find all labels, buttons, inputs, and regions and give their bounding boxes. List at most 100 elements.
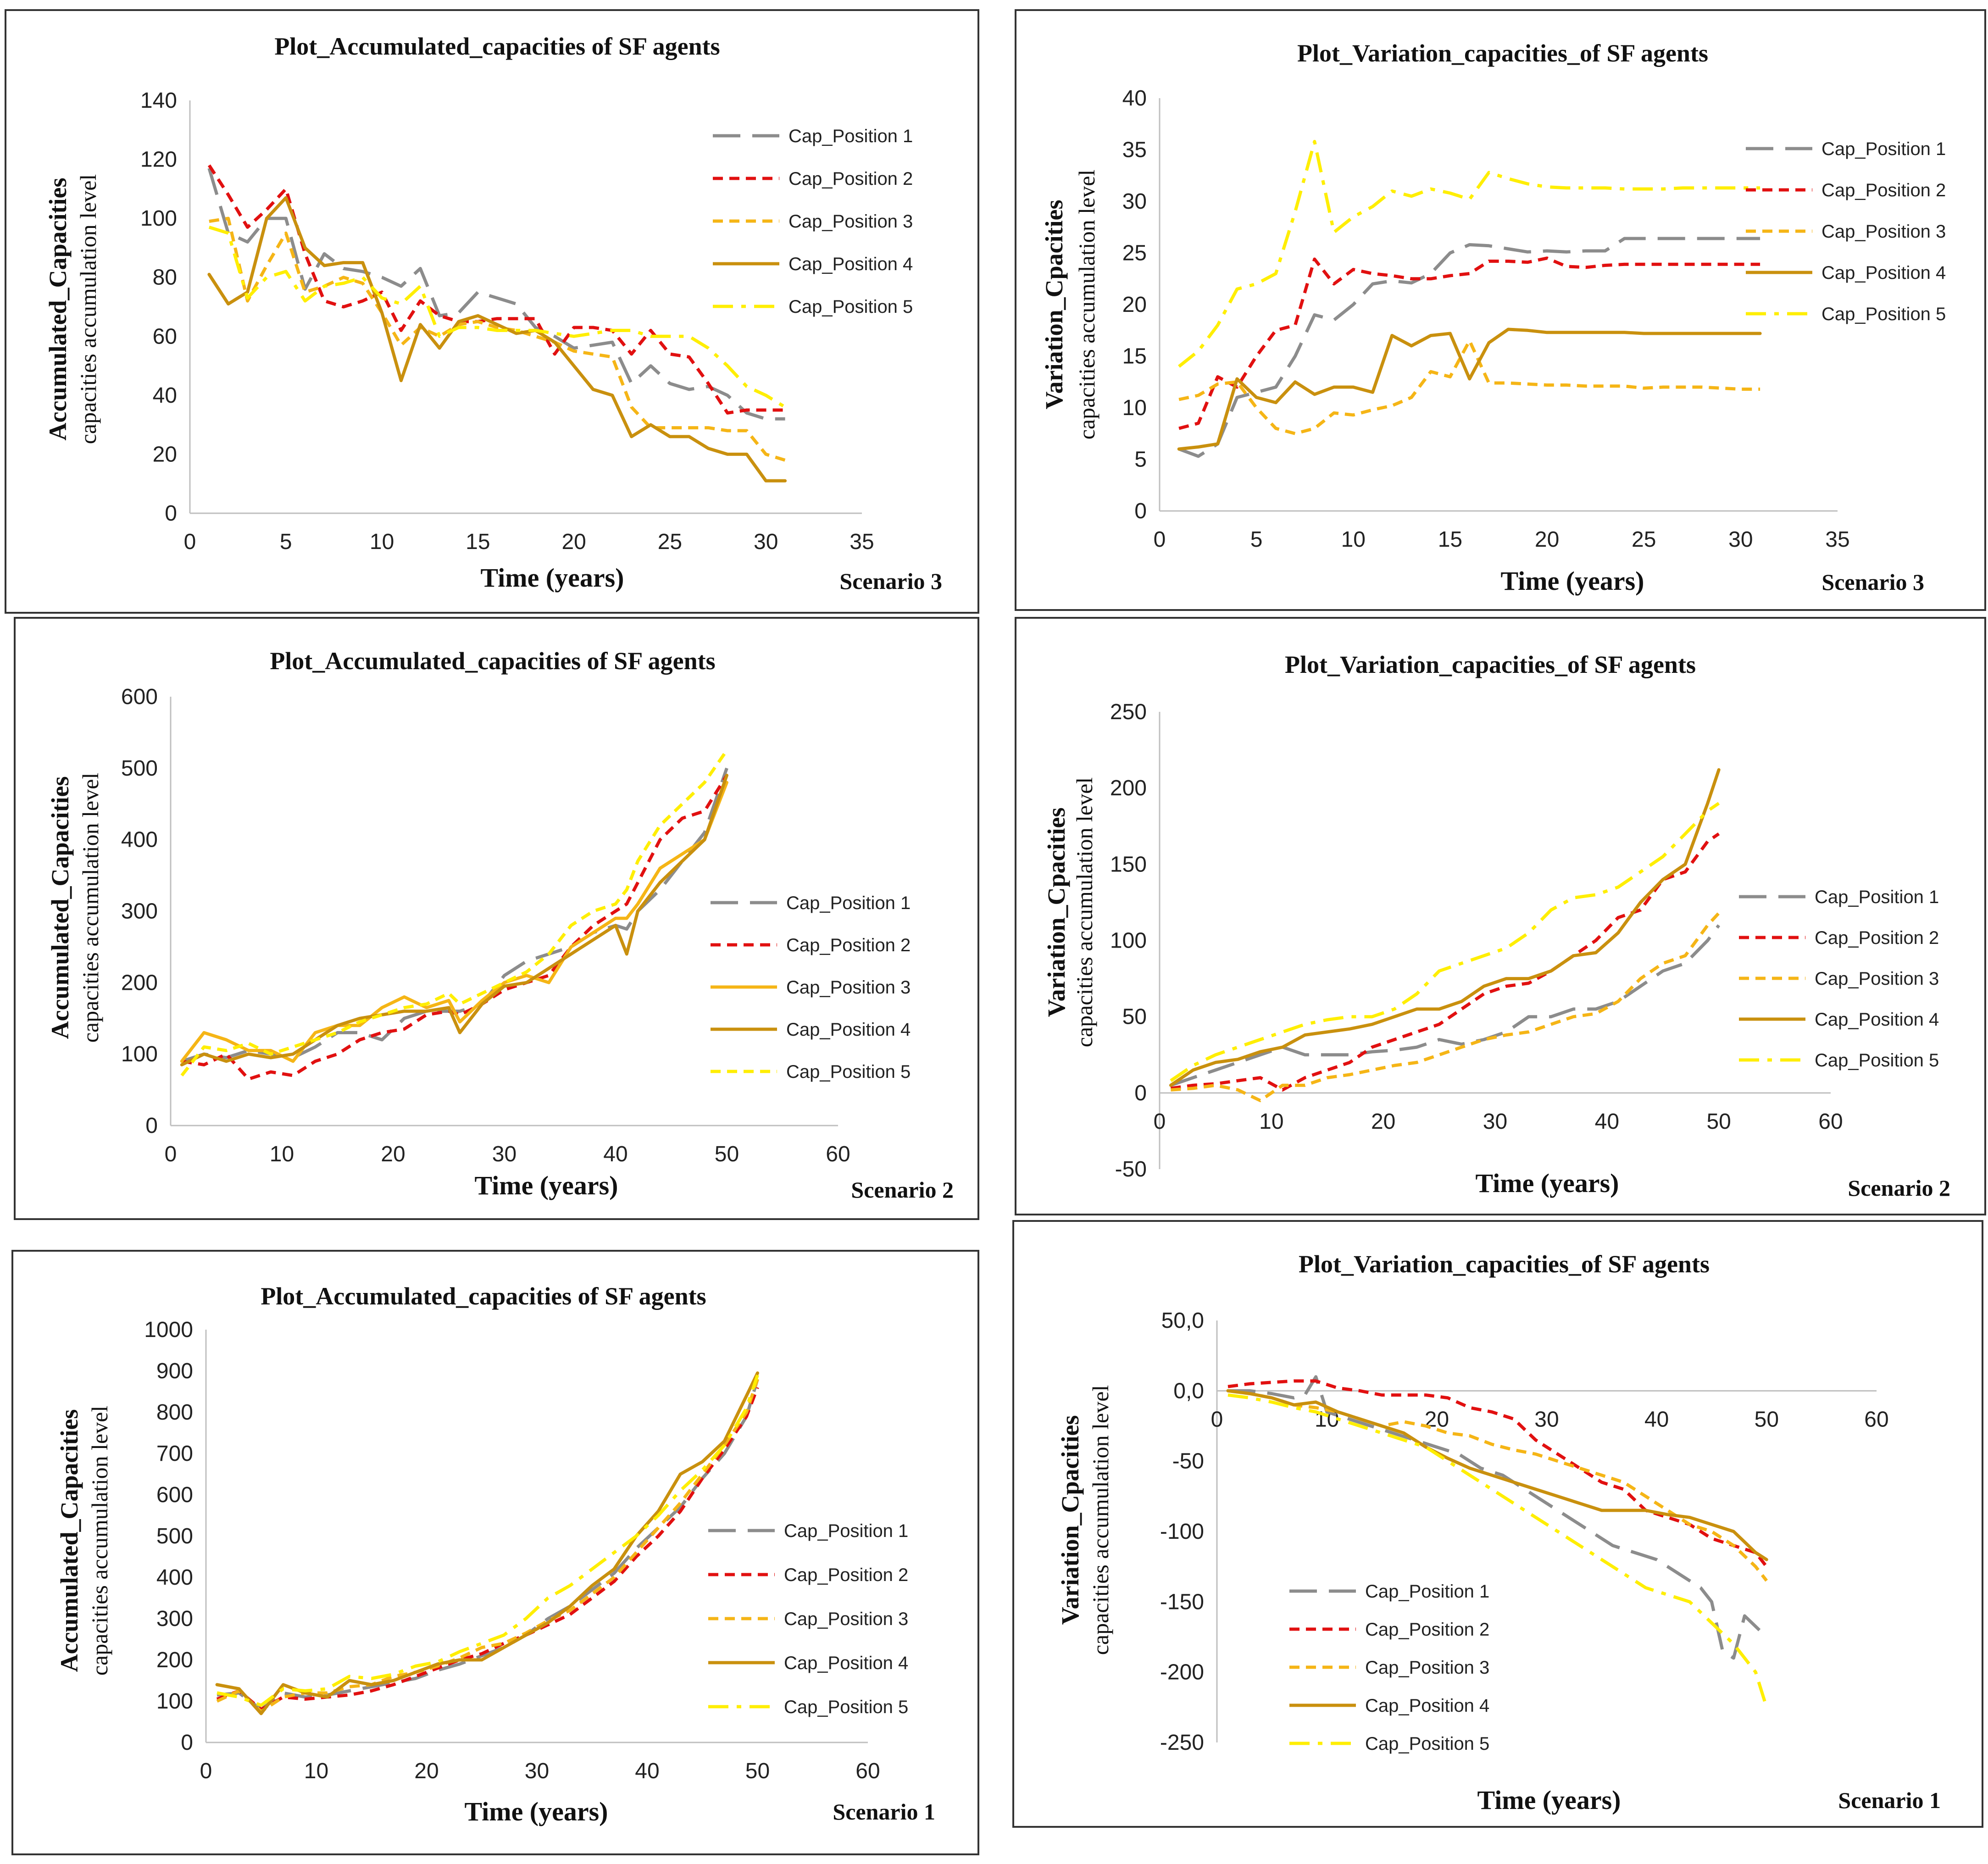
- chart-title: Plot_Variation_capacities_of SF agents: [1299, 1250, 1710, 1278]
- series-line-position-2: [207, 164, 785, 415]
- x-tick-label: 10: [270, 1142, 294, 1166]
- y-tick-label: 0: [181, 1731, 193, 1755]
- series-line-position-5: [217, 1374, 759, 1707]
- y-tick-label: 200: [121, 971, 158, 995]
- legend-label-position-1: Cap_Position 1: [1815, 887, 1939, 907]
- x-axis-label: Time (years): [1477, 1785, 1621, 1815]
- scenario-label: Scenario 3: [839, 568, 942, 594]
- y-tick-label: 60: [153, 324, 177, 349]
- y-axis-sublabel: capacities accumulation level: [1072, 777, 1097, 1048]
- series-line-position-1: [207, 167, 785, 421]
- x-tick-label: 30: [1483, 1110, 1507, 1134]
- x-tick-label: 30: [492, 1142, 516, 1166]
- y-tick-label: 250: [1110, 700, 1147, 724]
- y-tick-label: 140: [140, 89, 177, 113]
- y-tick-label: 0: [145, 1114, 158, 1138]
- legend-label-position-5: Cap_Position 5: [1815, 1050, 1939, 1071]
- legend-label-position-3: Cap_Position 3: [786, 977, 911, 998]
- x-tick-label: 0: [184, 530, 196, 554]
- legend-label-position-4: Cap_Position 4: [1815, 1010, 1939, 1030]
- y-tick-label: 100: [1110, 929, 1147, 953]
- legend-label-position-2: Cap_Position 2: [1815, 928, 1939, 948]
- panel-s2-variation: Plot_Variation_capacities_of SF agents -5…: [1015, 617, 1986, 1215]
- x-tick-label: 30: [1534, 1407, 1559, 1431]
- x-tick-label: 15: [466, 530, 490, 554]
- x-tick-label: 20: [381, 1142, 405, 1166]
- y-axis-label: Variation_Cpacities: [1056, 1415, 1084, 1625]
- y-tick-label: -100: [1160, 1520, 1204, 1544]
- y-tick-label: 400: [121, 828, 158, 852]
- x-tick-label: 0: [1154, 527, 1166, 552]
- panel-s2-accumulated: Plot_Accumulated_capacities of SF agents…: [14, 617, 979, 1220]
- y-tick-label: 40: [153, 383, 177, 408]
- y-axis-sublabel: capacities accumulation level: [78, 773, 103, 1043]
- y-axis-label: Variation_Cpacities: [1043, 808, 1070, 1017]
- series-line-position-3: [216, 1378, 759, 1713]
- x-axis-label: Time (years): [481, 563, 624, 593]
- panel-s3-variation: Plot_Variation_capacities_of SF agents 0 5…: [1015, 9, 1986, 611]
- x-tick-label: 0: [165, 1142, 177, 1166]
- series-line-position-4: [207, 196, 787, 483]
- series-line-position-1: [1178, 237, 1760, 458]
- series-line-position-3: [1178, 339, 1760, 435]
- series-line-position-5: [180, 749, 728, 1077]
- y-axis-label: Accumulated_Capacities: [56, 1409, 83, 1672]
- y-tick-label: 80: [153, 266, 177, 290]
- chart-s1-accumulated: Plot_Accumulated_capacities of SF agents…: [56, 1282, 935, 1826]
- legend-label-position-2: Cap_Position 2: [1821, 180, 1946, 200]
- x-tick-label: 20: [1535, 527, 1559, 552]
- legend-label-position-1: Cap_Position 1: [1821, 139, 1946, 159]
- y-tick-label: 200: [156, 1648, 193, 1672]
- x-tick-label: 30: [525, 1759, 549, 1783]
- y-tick-label: 150: [1110, 852, 1147, 877]
- y-tick-label: 40: [1122, 86, 1147, 111]
- legend-label-position-2: Cap_Position 2: [789, 169, 913, 189]
- series-line-position-2: [181, 774, 728, 1081]
- legend-label-position-5: Cap_Position 5: [784, 1697, 908, 1717]
- y-tick-label: 500: [121, 756, 158, 781]
- x-tick-label: 60: [1864, 1407, 1888, 1431]
- x-tick-label: 30: [754, 530, 778, 554]
- y-tick-label: 0: [1134, 499, 1147, 523]
- y-tick-label: 30: [1122, 189, 1147, 214]
- legend-label-position-2: Cap_Position 2: [786, 935, 911, 955]
- x-tick-label: 20: [414, 1759, 439, 1783]
- y-axis-sublabel: capacities accumulation level: [1074, 170, 1100, 440]
- chart-title: Plot_Accumulated_capacities of SF agents: [274, 33, 720, 60]
- series-line-position-5: [1227, 1393, 1768, 1708]
- y-tick-label: 200: [1110, 776, 1147, 800]
- x-tick-label: 25: [1632, 527, 1656, 552]
- legend-label-position-3: Cap_Position 3: [1815, 969, 1939, 989]
- y-tick-label: -50: [1172, 1449, 1204, 1474]
- legend-label-position-3: Cap_Position 3: [784, 1609, 908, 1629]
- x-tick-label: 50: [1706, 1110, 1731, 1134]
- y-tick-label: 25: [1122, 241, 1147, 266]
- y-tick-label: 0,0: [1173, 1379, 1204, 1403]
- y-tick-label: 100: [121, 1042, 158, 1066]
- chart-s3-accumulated: Plot_Accumulated_capacities of SF agents…: [44, 33, 942, 594]
- y-axis-label: Accumulated_Capacities: [46, 777, 74, 1039]
- y-tick-label: 20: [153, 442, 177, 466]
- legend-label-position-4: Cap_Position 4: [1821, 263, 1946, 283]
- x-tick-label: 35: [850, 530, 874, 554]
- legend-label-position-5: Cap_Position 5: [789, 297, 913, 317]
- x-axis-label: Time (years): [475, 1171, 618, 1200]
- series-line-position-4: [1226, 1389, 1768, 1561]
- y-tick-label: 0: [165, 501, 177, 526]
- x-tick-label: 10: [1341, 527, 1366, 552]
- chart-title: Plot_Variation_capacities_of SF agents: [1297, 39, 1708, 67]
- x-tick-label: 0: [200, 1759, 212, 1783]
- y-tick-label: 35: [1122, 138, 1147, 162]
- y-tick-label: -250: [1160, 1731, 1204, 1755]
- x-tick-label: 20: [1371, 1110, 1395, 1134]
- chart-s3-variation: Plot_Variation_capacities_of SF agents 0 5…: [1040, 39, 1946, 596]
- chart-s1-variation: Plot_Variation_capacities_of SF agents -2…: [1056, 1250, 1941, 1815]
- x-tick-label: 5: [280, 530, 292, 554]
- scenario-label: Scenario 1: [833, 1799, 935, 1825]
- scenario-label: Scenario 1: [1838, 1787, 1941, 1813]
- chart-title: Plot_Accumulated_capacities of SF agents: [270, 647, 715, 675]
- y-tick-label: 100: [156, 1689, 193, 1714]
- series-line-position-4: [180, 773, 728, 1066]
- legend-label-position-3: Cap_Position 3: [1821, 222, 1946, 242]
- scenario-label: Scenario 2: [1848, 1175, 1950, 1201]
